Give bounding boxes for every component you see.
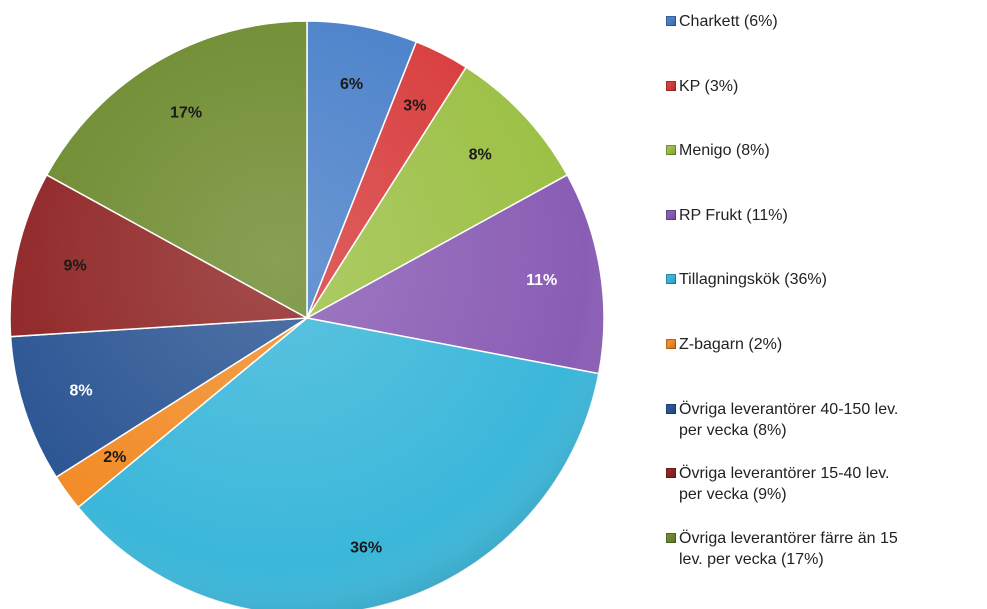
legend-item: Tillagningskök (36%) [666, 269, 909, 290]
legend-marker [666, 80, 676, 91]
legend-label: Övriga leverantörer 15-40 lev. per vecka… [679, 465, 890, 504]
data-label: 8% [469, 147, 492, 164]
data-label: 2% [103, 449, 126, 466]
data-label: 8% [69, 383, 92, 400]
data-label: 11% [526, 272, 557, 289]
legend-label: Övriga leverantörer färre än 15 lev. per… [679, 529, 898, 568]
chart: 6% 3% 8% 11% 36% 2% 8% 9% 17% [9, 20, 605, 609]
legend-label: Menigo (8%) [679, 142, 770, 160]
legend-label: Övriga leverantörer 40-150 lev. per veck… [679, 400, 899, 439]
legend-label: KP (3%) [679, 77, 739, 95]
data-label: 36% [350, 539, 382, 556]
legend-marker [666, 16, 676, 26]
data-label: 9% [64, 257, 87, 274]
legend-item: Övriga leverantörer 15-40 lev. per vecka… [666, 463, 909, 505]
data-label: 6% [340, 76, 363, 93]
legend-marker [666, 339, 676, 349]
data-label: 17% [170, 105, 202, 122]
legend-label: Z-bagarn (2%) [679, 336, 783, 353]
legend-item: Charkett (6%) [666, 11, 909, 32]
legend-marker [666, 403, 676, 414]
legend-item: Menigo (8%) [666, 140, 909, 161]
legend-item: RP Frukt (11%) [666, 205, 909, 226]
legend-item: Övriga leverantörer färre än 15 lev. per… [666, 528, 909, 570]
legend-label: Charkett (6%) [679, 13, 778, 30]
legend-marker [666, 274, 676, 285]
legend-label: RP Frukt (11%) [679, 206, 788, 224]
legend-item: Z-bagarn (2%) [666, 334, 909, 355]
legend-marker [666, 468, 676, 479]
legend-marker [666, 209, 676, 220]
legend-item: Övriga leverantörer 40-150 lev. per veck… [666, 399, 909, 441]
legend-item: KP (3%) [666, 76, 909, 97]
data-label: 3% [403, 98, 426, 115]
legend-label: Tillagningskök (36%) [679, 271, 827, 289]
legend-marker [666, 145, 676, 156]
legend-marker [666, 532, 676, 543]
